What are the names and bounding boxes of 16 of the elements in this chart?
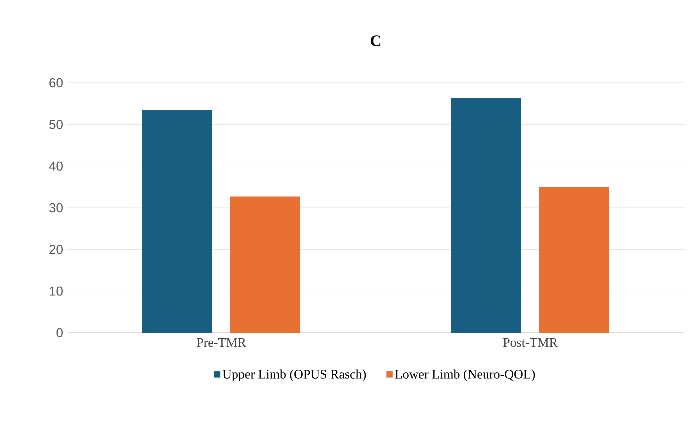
chart-title: C [371,36,381,46]
legend-label: Upper Limb (OPUS Rasch) [222,370,366,382]
bar [142,110,212,333]
bar [452,98,522,333]
x-tick-label: Post-TMR [503,338,558,348]
y-tick-label: 60 [50,78,63,88]
legend-label: Lower Limb (Neuro-QOL) [395,370,536,382]
y-tick-label: 0 [56,328,63,338]
x-tick-label: Pre-TMR [196,338,246,348]
y-tick-label: 30 [50,203,63,213]
bar [540,187,610,333]
y-tick-label: 40 [49,162,63,171]
y-tick-label: 10 [50,286,63,296]
y-tick-label: 20 [50,245,63,254]
y-tick-label: 50 [50,120,63,130]
bar [230,196,300,333]
